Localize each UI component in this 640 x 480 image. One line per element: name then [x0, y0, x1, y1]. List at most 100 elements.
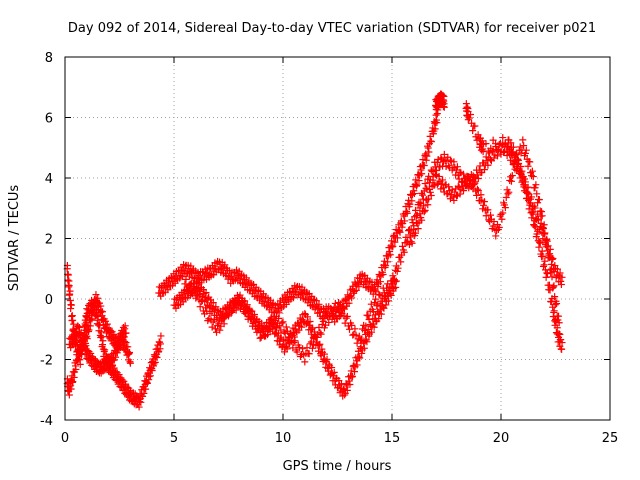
- data-point: [525, 205, 533, 213]
- data-point: [355, 353, 363, 361]
- data-point: [420, 208, 428, 216]
- data-point: [540, 221, 548, 229]
- data-point: [463, 103, 471, 111]
- data-point: [375, 315, 383, 323]
- data-point: [291, 337, 299, 345]
- data-point: [422, 156, 430, 164]
- data-point: [438, 180, 446, 188]
- data-point: [558, 345, 566, 353]
- data-point: [301, 295, 309, 303]
- data-point: [232, 306, 240, 314]
- data-point: [528, 193, 536, 201]
- data-point: [319, 317, 327, 325]
- data-point: [497, 210, 505, 218]
- data-point: [557, 277, 565, 285]
- data-point: [76, 360, 84, 368]
- data-point: [499, 209, 507, 217]
- data-point: [238, 299, 246, 307]
- data-point: [551, 262, 559, 270]
- data-point: [242, 303, 250, 311]
- data-point: [287, 329, 295, 337]
- data-point: [487, 211, 495, 219]
- data-point: [353, 361, 361, 369]
- data-point: [309, 324, 317, 332]
- data-point: [419, 202, 427, 210]
- data-point: [437, 154, 445, 162]
- data-point: [532, 223, 540, 231]
- data-point: [391, 277, 399, 285]
- data-point: [196, 303, 204, 311]
- data-point: [122, 329, 130, 337]
- data-point: [189, 290, 197, 298]
- data-point: [386, 286, 394, 294]
- data-point: [282, 323, 290, 331]
- data-point: [529, 210, 537, 218]
- data-point: [236, 275, 244, 283]
- data-point: [357, 343, 365, 351]
- data-point: [225, 312, 232, 320]
- data-point: [548, 294, 556, 302]
- data-point: [501, 204, 509, 212]
- grid-lines: [65, 57, 610, 420]
- series-arc-8: [405, 136, 564, 338]
- data-point: [345, 299, 353, 307]
- data-point: [376, 272, 384, 280]
- data-point: [376, 278, 384, 286]
- data-point: [419, 156, 427, 164]
- data-point: [110, 330, 118, 338]
- data-point: [521, 181, 529, 189]
- data-point: [427, 138, 435, 146]
- data-point: [357, 336, 365, 344]
- data-point: [148, 367, 156, 375]
- data-point: [372, 295, 380, 303]
- data-point: [371, 286, 379, 294]
- data-point: [398, 223, 406, 231]
- data-point: [467, 171, 475, 179]
- data-point: [260, 298, 268, 306]
- data-point: [422, 184, 430, 192]
- data-point: [522, 146, 530, 154]
- data-point: [243, 306, 251, 314]
- y-tick-label: -4: [40, 414, 53, 429]
- data-point: [482, 212, 490, 220]
- data-point: [420, 161, 428, 169]
- data-point: [407, 238, 415, 246]
- data-point: [547, 265, 555, 273]
- data-point: [216, 326, 224, 334]
- data-points: [63, 90, 566, 411]
- data-point: [317, 352, 325, 360]
- data-point: [355, 332, 363, 340]
- data-point: [370, 323, 378, 331]
- data-point: [290, 338, 298, 346]
- data-point: [507, 173, 515, 181]
- data-point: [531, 204, 539, 212]
- data-point: [547, 298, 555, 306]
- data-point: [549, 283, 557, 291]
- data-point: [352, 331, 360, 339]
- data-point: [283, 345, 291, 353]
- data-point: [398, 242, 406, 250]
- data-point: [395, 227, 403, 235]
- data-point: [305, 350, 313, 358]
- data-point: [557, 281, 565, 289]
- data-point: [509, 143, 517, 151]
- data-point: [450, 196, 458, 204]
- data-point: [367, 300, 375, 308]
- data-point: [414, 171, 422, 179]
- data-point: [103, 320, 111, 328]
- data-point: [427, 192, 435, 200]
- data-point: [122, 380, 130, 388]
- data-point: [496, 139, 504, 147]
- data-point: [298, 323, 306, 331]
- data-point: [546, 286, 554, 294]
- data-point: [126, 348, 134, 356]
- series-arc-7: [388, 139, 566, 289]
- data-point: [87, 316, 95, 324]
- data-point: [312, 297, 320, 305]
- data-point: [308, 344, 316, 352]
- data-point: [535, 243, 543, 251]
- data-point: [210, 316, 218, 324]
- data-point: [382, 262, 390, 270]
- data-point: [545, 254, 553, 262]
- y-tick-label: 2: [45, 233, 53, 248]
